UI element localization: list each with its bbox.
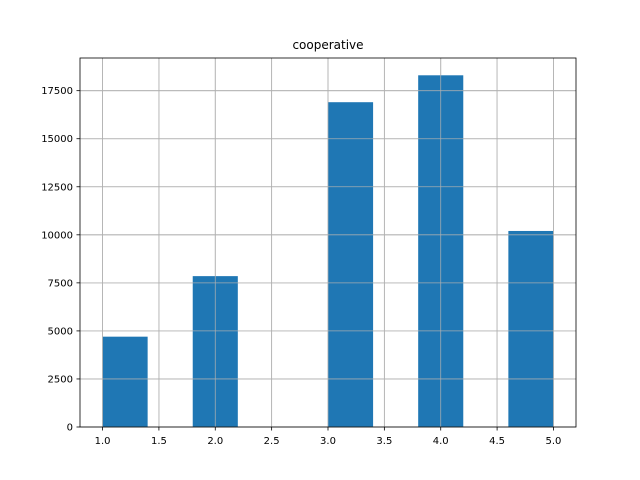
axes bbox=[79, 57, 577, 428]
y-tick-label: 12500 bbox=[41, 182, 73, 193]
y-tick-label: 10000 bbox=[41, 230, 73, 241]
x-tick-label: 4.0 bbox=[433, 436, 449, 447]
x-tick-label: 1.5 bbox=[151, 436, 167, 447]
x-tick-label: 2.0 bbox=[207, 436, 223, 447]
chart-title: cooperative bbox=[292, 38, 363, 52]
y-tick-label: 17500 bbox=[41, 86, 73, 97]
histogram-bar bbox=[508, 230, 554, 427]
x-tick-label: 3.0 bbox=[320, 436, 336, 447]
x-tick-label: 4.5 bbox=[489, 436, 505, 447]
x-tick-label: 2.5 bbox=[264, 436, 280, 447]
x-axis-ticks: 1.0 1.5 2.0 2.5 3.0 3.5 4.0 4.5 5.0 bbox=[95, 427, 562, 447]
y-tick-label: 7500 bbox=[48, 278, 73, 289]
x-tick-label: 3.5 bbox=[376, 436, 392, 447]
histogram-bar bbox=[102, 336, 148, 427]
y-tick-label: 15000 bbox=[41, 134, 73, 145]
x-tick-label: 1.0 bbox=[95, 436, 111, 447]
y-tick-label: 2500 bbox=[48, 374, 73, 385]
histogram-bar bbox=[328, 102, 374, 427]
x-tick-label: 5.0 bbox=[546, 436, 562, 447]
y-tick-label: 5000 bbox=[48, 326, 73, 337]
y-tick-label: 0 bbox=[67, 423, 73, 434]
y-axis-ticks: 0 2500 5000 7500 10000 12500 15000 17500 bbox=[41, 86, 80, 434]
